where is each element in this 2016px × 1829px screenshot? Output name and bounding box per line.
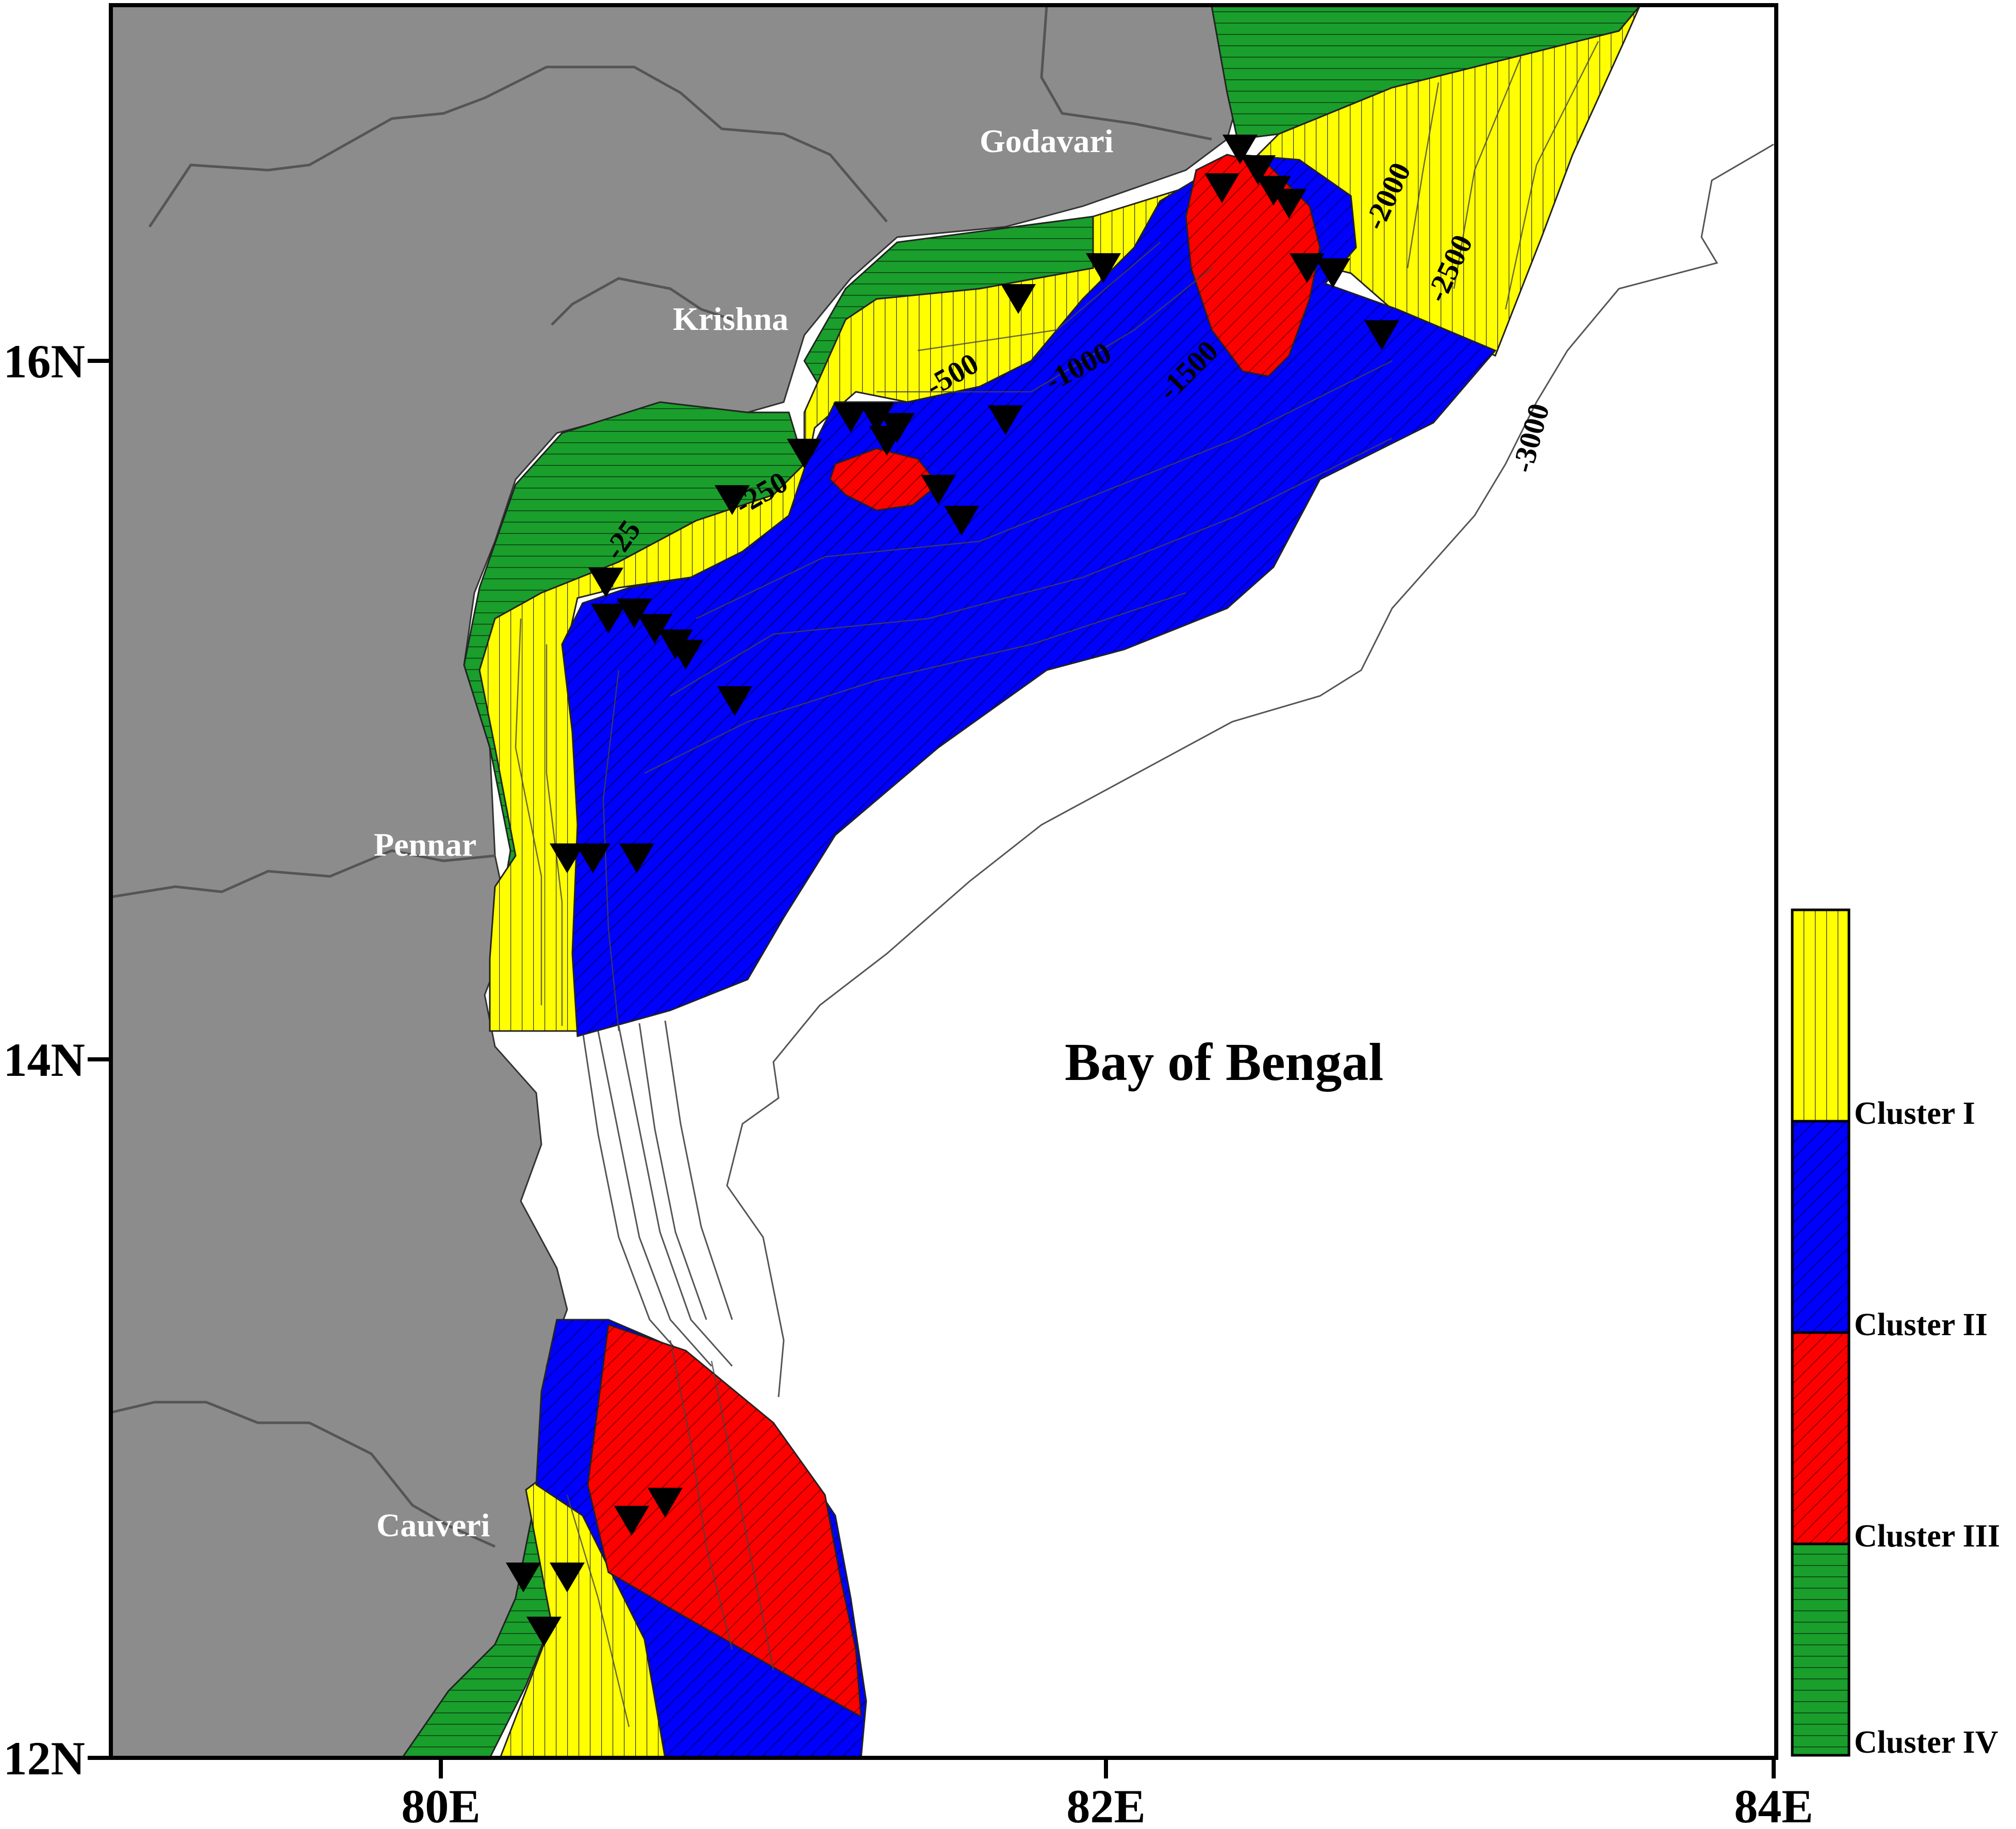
station-marker-icon (506, 1562, 541, 1592)
station-marker-icon (550, 1562, 585, 1592)
station-marker-icon (668, 640, 703, 670)
river-label-pennar: Pennar (374, 826, 476, 863)
station-marker-icon (637, 614, 672, 644)
river-label-godavari: Godavari (980, 123, 1114, 159)
map-frame (109, 3, 1778, 1760)
y-tick-12n: 12N (4, 1732, 85, 1785)
station-marker-icon (588, 568, 623, 597)
station-marker-icon (1271, 189, 1307, 219)
y-tick-14n: 14N (4, 1034, 85, 1086)
x-tick-84e: 84E (1734, 1780, 1813, 1829)
station-marker-icon (550, 843, 585, 873)
station-marker-icon (988, 405, 1023, 435)
station-marker-icon (921, 475, 956, 505)
river-lines (110, 5, 1212, 1548)
bathymetry-contours (582, 143, 1774, 1398)
station-marker-icon (648, 1488, 683, 1518)
station-marker-icon (944, 506, 979, 536)
legend-swatch-cluster-ii (1791, 1120, 1850, 1334)
station-marker-icon (1290, 253, 1325, 283)
station-marker-icon (1364, 320, 1399, 350)
station-marker-icon (1204, 173, 1240, 203)
river-label-krishna: Krishna (673, 301, 788, 337)
station-marker-icon (575, 843, 610, 873)
legend-label-cluster-ii: Cluster II (1854, 1307, 1988, 1342)
sea-label: Bay of Bengal (1065, 1033, 1383, 1092)
station-marker-icon (1222, 135, 1258, 164)
station-marker-icon (619, 843, 654, 873)
station-marker-icon (1086, 253, 1121, 283)
station-marker-icon (787, 439, 822, 469)
station-marker-icon (833, 403, 868, 433)
station-marker-icon (614, 1506, 649, 1536)
station-marker-icon (859, 403, 894, 433)
station-marker-icon (591, 604, 626, 634)
station-marker-icon (1241, 155, 1276, 185)
station-marker-icon (1315, 258, 1350, 288)
legend-label-cluster-iii: Cluster III (1854, 1519, 2000, 1554)
station-marker-icon (715, 485, 750, 515)
legend-label-cluster-i: Cluster I (1854, 1096, 1975, 1131)
x-tick-82e: 82E (1066, 1780, 1145, 1829)
station-marker-icon (869, 426, 904, 456)
axis-ticks (88, 359, 1776, 1778)
legend-swatch-cluster-iii (1791, 1331, 1850, 1545)
station-markers (506, 135, 1399, 1647)
station-marker-icon (617, 598, 652, 628)
y-tick-16n: 16N (4, 335, 85, 388)
station-marker-icon (526, 1617, 561, 1647)
shelf-contours (515, 41, 1599, 1727)
river-label-cauveri: Cauveri (376, 1507, 490, 1543)
x-tick-80e: 80E (401, 1780, 480, 1829)
legend-swatch-cluster-i (1791, 908, 1850, 1123)
station-marker-icon (1001, 284, 1036, 314)
station-marker-icon (717, 686, 752, 716)
legend-swatch-cluster-iv (1791, 1542, 1850, 1757)
legend: Cluster I Cluster II Cluster III Cluster… (1791, 908, 2000, 1760)
legend-label-cluster-iv: Cluster IV (1854, 1725, 1998, 1760)
